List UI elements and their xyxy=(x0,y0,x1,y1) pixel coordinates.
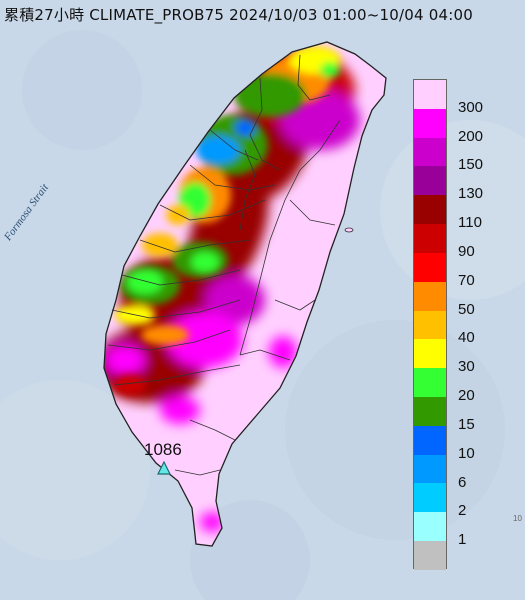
county-borders xyxy=(107,54,341,476)
legend-swatch xyxy=(414,483,446,513)
legend-swatch xyxy=(414,425,446,455)
legend-swatch xyxy=(414,80,446,109)
legend-label: 10 xyxy=(458,444,475,462)
taiwan-coastline xyxy=(103,41,387,547)
legend-swatch xyxy=(414,310,446,340)
legend-label: 1 xyxy=(458,531,467,549)
legend-label: 90 xyxy=(458,242,475,260)
legend-swatch xyxy=(414,137,446,167)
legend-label: 40 xyxy=(458,329,475,347)
legend-swatch xyxy=(414,368,446,397)
legend-label: 50 xyxy=(458,300,475,318)
legend-swatch xyxy=(414,166,446,196)
legend-swatch xyxy=(414,252,446,282)
edge-label-fragment: 10 xyxy=(513,514,522,523)
legend-swatch xyxy=(414,541,446,570)
legend-label: 15 xyxy=(458,415,475,433)
legend-swatch xyxy=(414,108,446,138)
legend-label: 110 xyxy=(458,214,482,232)
max-rainfall-value: 1086 xyxy=(144,440,182,459)
legend-swatch xyxy=(414,339,446,369)
legend-swatch xyxy=(414,396,446,426)
legend-colorbar xyxy=(413,79,447,570)
legend-label: 20 xyxy=(458,387,475,405)
offshore-islet xyxy=(344,227,354,233)
legend-label: 200 xyxy=(458,127,484,145)
legend-swatch xyxy=(414,454,446,484)
legend-label: 30 xyxy=(458,358,475,376)
legend-swatch xyxy=(414,195,446,225)
legend-swatch xyxy=(414,224,446,253)
map-title: 累積27小時 CLIMATE_PROB75 2024/10/03 01:00~1… xyxy=(4,6,473,24)
legend-labels: 300 200 150 130 110 90 70 50 40 30 20 15 10 6 2 1 xyxy=(458,79,518,569)
rainfall-field xyxy=(104,46,360,532)
legend-label: 150 xyxy=(458,156,484,174)
legend-label: 300 xyxy=(458,98,484,116)
legend-swatch xyxy=(414,512,446,541)
legend-label: 6 xyxy=(458,473,467,491)
max-location-marker-icon xyxy=(157,461,171,475)
legend-label: 130 xyxy=(458,185,484,203)
legend-label: 70 xyxy=(458,271,475,289)
legend-swatch xyxy=(414,281,446,311)
legend-label: 2 xyxy=(458,502,467,520)
